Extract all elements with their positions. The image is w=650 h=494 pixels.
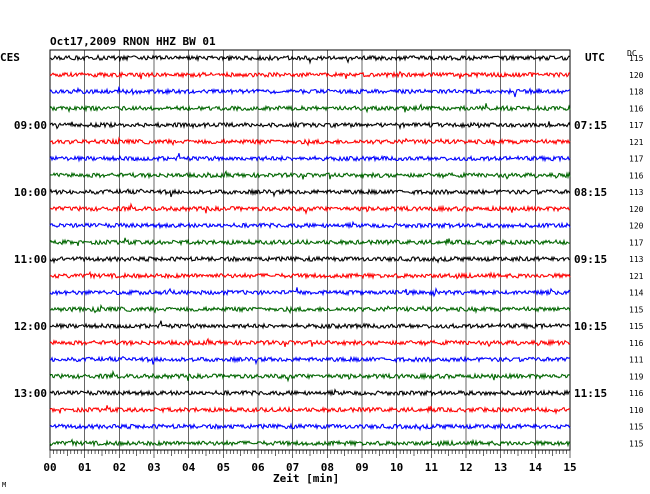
dc-offset-value: 119 [629, 372, 644, 381]
dc-offset-value: 120 [629, 71, 644, 80]
seismic-trace [49, 188, 571, 198]
x-tick-label: 08 [321, 461, 334, 474]
dc-offset-value: 121 [629, 272, 644, 281]
x-tick-label: 02 [113, 461, 126, 474]
x-tick-label: 09 [355, 461, 368, 474]
dc-offset-value: 110 [629, 406, 644, 415]
hour-label-right: 09:15 [574, 253, 607, 266]
plot-frame [49, 49, 571, 451]
seismic-trace [49, 388, 571, 397]
right-timezone-label: UTC [585, 51, 605, 64]
seismic-trace [49, 254, 571, 264]
hour-label-left: 11:00 [14, 253, 47, 266]
dc-offset-value: 116 [629, 389, 644, 398]
dc-offset-value: 116 [629, 171, 644, 180]
x-tick-label: 10 [390, 461, 403, 474]
dc-offset-value: 114 [629, 289, 644, 298]
dc-offset-value: 115 [629, 439, 644, 448]
hour-label-right: 08:15 [574, 186, 607, 199]
x-tick-label: 04 [182, 461, 196, 474]
hour-label-left: 09:00 [14, 119, 47, 132]
seismic-trace [49, 86, 571, 98]
seismic-trace [49, 369, 571, 383]
dc-offset-value: 120 [629, 205, 644, 214]
x-tick-label: 07 [286, 461, 299, 474]
dc-column-header: DC [627, 49, 637, 58]
footnote-mark: M [2, 481, 6, 489]
hour-label-left: 10:00 [14, 186, 47, 199]
dc-offset-value: 113 [629, 255, 644, 264]
seismic-trace [49, 70, 571, 80]
x-tick-label: 03 [147, 461, 160, 474]
dc-offset-value: 111 [629, 356, 644, 365]
dc-offset-value: 116 [629, 339, 644, 348]
dc-offset-value: 115 [629, 423, 644, 432]
left-timezone-label: CES [0, 51, 20, 64]
seismic-trace [49, 355, 571, 366]
seismic-trace [49, 287, 571, 298]
chart-title: Oct17,2009 RNON HHZ BW 01 [50, 35, 216, 48]
dc-offset-value: 120 [629, 222, 644, 231]
seismic-trace [49, 53, 571, 65]
dc-offset-value: 115 [629, 322, 644, 331]
x-tick-label: 11 [425, 461, 439, 474]
hour-label-left: 12:00 [14, 320, 47, 333]
x-tick-label: 01 [78, 461, 92, 474]
seismic-trace [49, 405, 571, 415]
dc-offset-value: 118 [629, 88, 644, 97]
dc-offset-value: 121 [629, 138, 644, 147]
x-tick-label: 13 [494, 461, 507, 474]
seismic-trace [49, 320, 571, 331]
seismic-trace [49, 103, 571, 114]
seismic-trace [49, 136, 571, 147]
dc-offset-value: 115 [629, 54, 644, 63]
seismic-trace [49, 438, 571, 448]
hour-label-right: 11:15 [574, 387, 607, 400]
seismic-trace [49, 422, 571, 432]
dc-offset-value: 117 [629, 121, 644, 130]
seismic-trace [49, 170, 571, 180]
dc-offset-value: 117 [629, 238, 644, 247]
seismic-trace [49, 120, 571, 130]
seismic-trace [49, 220, 571, 230]
hour-label-right: 10:15 [574, 320, 607, 333]
dc-offset-value: 115 [629, 305, 644, 314]
seismic-trace [49, 337, 571, 348]
seismic-trace [49, 237, 571, 247]
dc-offset-value: 113 [629, 188, 644, 197]
x-tick-label: 14 [529, 461, 543, 474]
dc-offset-value: 117 [629, 155, 644, 164]
seismic-trace [49, 153, 571, 163]
x-axis-label: Zeit [min] [273, 472, 339, 485]
seismic-trace [49, 303, 571, 315]
x-tick-label: 06 [251, 461, 265, 474]
hour-label-left: 13:00 [14, 387, 47, 400]
x-tick-label: 00 [43, 461, 56, 474]
x-tick-label: 15 [563, 461, 576, 474]
x-tick-label: 05 [217, 461, 230, 474]
seismic-trace [49, 270, 571, 280]
seismic-trace [49, 202, 571, 215]
hour-label-right: 07:15 [574, 119, 607, 132]
dc-offset-value: 116 [629, 104, 644, 113]
x-tick-label: 12 [459, 461, 472, 474]
